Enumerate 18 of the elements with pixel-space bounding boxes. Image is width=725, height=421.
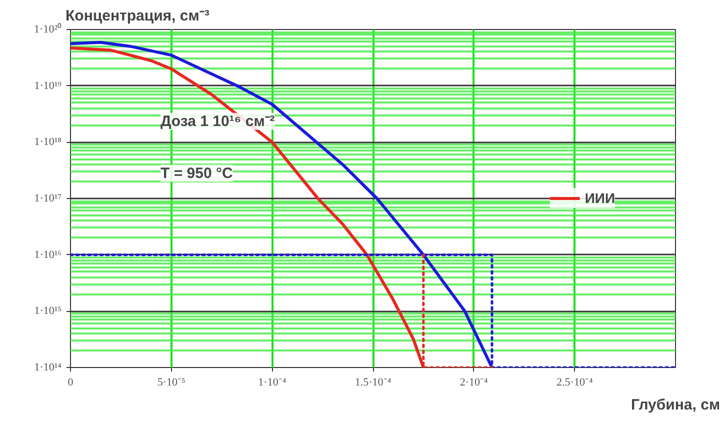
x-tick-label: 2·10⁻⁴ <box>460 376 488 388</box>
y-tick-label: 1·10¹⁸ <box>34 136 62 148</box>
x-tick-label: 0 <box>68 376 74 388</box>
x-axis-title: Глубина, см <box>630 396 720 414</box>
legend-label: ИИИ <box>584 190 615 206</box>
x-tick-label: 5·10⁻⁵ <box>157 376 186 388</box>
annotation: Доза 1 10¹⁶ см⁻² <box>160 112 275 130</box>
y-tick-label: 1·10¹⁵ <box>34 305 62 318</box>
x-tick-label: 1·10⁻⁴ <box>258 376 286 388</box>
x-tick-label: 2.5·10⁻⁴ <box>556 376 593 388</box>
chart-title: Концентрация, см⁻³ <box>66 8 210 24</box>
x-tick-label: 1.5·10⁻⁴ <box>354 376 392 388</box>
y-tick-label: 1·10¹⁴ <box>34 362 62 374</box>
y-tick-label: 1·10¹⁹ <box>34 80 62 92</box>
y-tick-label: 1·10¹⁷ <box>34 192 62 204</box>
y-tick-label: 1·10¹⁶ <box>34 248 62 261</box>
annotation: T = 950 °C <box>160 164 233 182</box>
y-tick-label: 1·10²⁰ <box>34 22 62 36</box>
